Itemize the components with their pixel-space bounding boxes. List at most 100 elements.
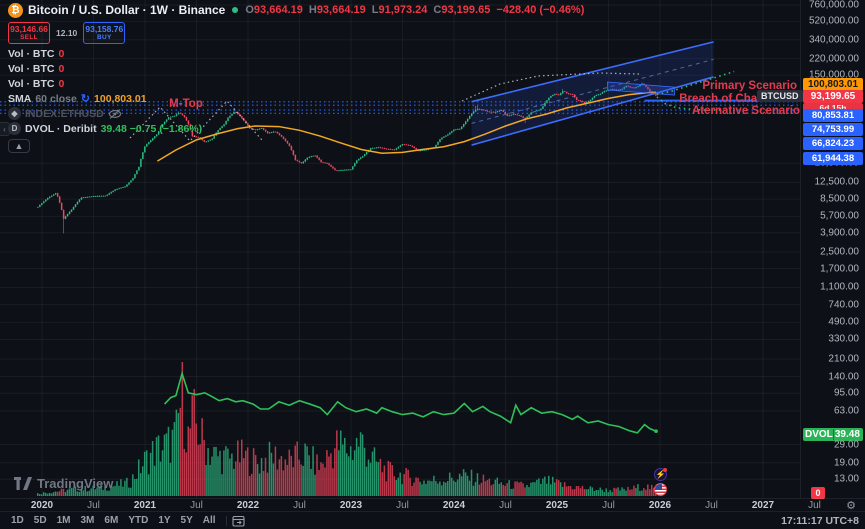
time-tick-label[interactable]: Jul <box>499 500 512 511</box>
time-axis[interactable]: ⚙ 2020 Jul 2021 Jul 2022 Jul 2023 Jul 2024 Jul 202… <box>0 498 865 512</box>
indicator-row-dvol[interactable]: D DVOL · Deribit 39.48 −0.75 (−1.86%) <box>8 121 590 136</box>
tradingview-logo-icon <box>14 477 32 490</box>
indicator-row-vol-1[interactable]: Vol · BTC 0 <box>8 47 65 60</box>
tradingview-logo[interactable]: TradingView <box>14 476 113 491</box>
indicator-row-ethusd[interactable]: ◆ INDEX:ETHUSD <box>8 106 590 121</box>
price-axis[interactable]: 100,803.01 93,199.65 6d 15h DVOL 39.48 0 … <box>800 0 865 499</box>
chart-grid <box>0 0 800 498</box>
annotation-text[interactable]: M-Top <box>169 98 203 110</box>
gear-icon[interactable]: ⚙ <box>846 500 856 512</box>
flash-event-icon[interactable]: ⚡ <box>654 468 667 481</box>
eth-icon: ◆ <box>8 107 21 120</box>
time-tick-label[interactable]: Jul <box>396 500 409 511</box>
change-value: −428.40 (−0.46%) <box>496 4 585 16</box>
price-tick-label: 1,700.00 <box>820 263 859 275</box>
price-tick-label: 95.00 <box>833 387 859 399</box>
time-tick-label[interactable]: Jul <box>705 500 718 511</box>
range-button-3m[interactable]: 3M <box>80 515 95 526</box>
price-tick-label: 5,700.00 <box>820 210 859 222</box>
range-button-1m[interactable]: 1M <box>56 515 71 526</box>
range-button-1d[interactable]: 1D <box>11 515 24 526</box>
bar-countdown-label: 6d 15h <box>803 103 863 113</box>
price-tick-label: 29.00 <box>833 439 859 451</box>
price-tick-label: 210.00 <box>828 353 859 365</box>
range-button-5y[interactable]: 5Y <box>180 515 193 526</box>
price-tick-label: 12,500.00 <box>814 176 860 188</box>
time-tick-label[interactable]: 2024 <box>442 500 466 511</box>
price-tick-label: 490.00 <box>828 316 859 328</box>
range-button-all[interactable]: All <box>202 515 216 526</box>
level-price-label: 80,853.81 <box>803 109 863 122</box>
bottom-toolbar: 1D 5D 1M 3M 6M YTD 1Y 5Y All 17:11:17 UTC+8 <box>0 511 865 529</box>
last-price-label: 93,199.65 <box>803 90 863 103</box>
time-tick-label[interactable]: 2025 <box>545 500 569 511</box>
time-tick-label[interactable]: 2020 <box>30 500 54 511</box>
volume-bars[interactable] <box>36 362 657 496</box>
price-tick-label: 140.00 <box>828 371 859 383</box>
range-button-1y[interactable]: 1Y <box>158 515 171 526</box>
price-tick-label: 2,500.00 <box>820 246 859 258</box>
range-button-5d[interactable]: 5D <box>33 515 47 526</box>
dotted-trendlines[interactable] <box>129 72 641 142</box>
clock-label[interactable]: 17:11:17 UTC+8 <box>781 514 859 527</box>
time-tick-label[interactable]: Jul <box>602 500 615 511</box>
price-tick-label: 220,000.00 <box>808 53 859 65</box>
buy-button[interactable]: 93,158.76 BUY <box>83 22 126 44</box>
indicator-row-sma[interactable]: SMA 60 close ↻ 100,803.01 <box>8 92 147 106</box>
indicator-row-vol-2[interactable]: Vol · BTC 0 <box>8 62 65 75</box>
price-tick-label: 740.00 <box>828 299 859 311</box>
time-tick-label[interactable]: 2023 <box>339 500 363 511</box>
annotation-text[interactable]: Breach of Channel <box>679 93 781 105</box>
time-tick-label[interactable]: Jul <box>190 500 203 511</box>
legend-overlay: ₿ Bitcoin / U.S. Dollar · 1W · Binance O… <box>8 2 590 153</box>
tradingview-logo-text: TradingView <box>37 476 114 491</box>
annotation-text[interactable]: Aternative Scenario <box>692 105 800 117</box>
sma-price-label: 100,803.01 <box>803 78 863 91</box>
dvol-label-value: 39.48 <box>834 429 860 440</box>
time-tick-label[interactable]: Jul <box>808 500 821 511</box>
price-tick-label: 520,000.00 <box>808 15 859 27</box>
loading-spinner-icon: ↻ <box>80 93 91 105</box>
ohlc-values: O93,664.19 H93,664.19 L91,973.24 C93,199.65… <box>245 4 585 16</box>
us-flag-event-icon[interactable] <box>654 483 667 496</box>
range-button-6m[interactable]: 6M <box>104 515 119 526</box>
volume-zero-label: 0 <box>811 487 825 499</box>
deribit-d-icon: D <box>8 122 21 135</box>
go-to-date-icon[interactable] <box>232 515 245 527</box>
eye-hidden-icon[interactable] <box>108 108 122 120</box>
spread-value: 12.10 <box>56 28 78 38</box>
time-tick-label[interactable]: Jul <box>293 500 306 511</box>
buy-sell-widget: 93,146.66 SELL 12.10 93,158.76 BUY <box>8 22 590 44</box>
price-tick-label: 1,100.00 <box>820 281 859 293</box>
dvol-price-label: DVOL 39.48 <box>803 428 863 441</box>
symbol-tag-label: BTCUSD <box>757 90 803 102</box>
scenario-projections[interactable] <box>656 70 735 111</box>
price-tick-label: 340,000.00 <box>808 34 859 46</box>
consolidation-channel[interactable] <box>607 81 675 96</box>
level-price-label: 61,944.38 <box>803 151 863 165</box>
market-status-dot <box>232 7 239 13</box>
symbol-title[interactable]: Bitcoin / U.S. Dollar · 1W · Binance <box>28 3 226 17</box>
time-tick-label[interactable]: 2026 <box>648 500 672 511</box>
trend-channel[interactable] <box>471 41 714 146</box>
time-tick-label[interactable]: 2021 <box>133 500 157 511</box>
price-tick-label: 3,900.00 <box>820 227 859 239</box>
price-tick-label: 150,000.00 <box>808 69 859 81</box>
dvol-line[interactable] <box>163 370 658 434</box>
dvol-label-name: DVOL <box>805 429 834 440</box>
indicator-row-vol-3[interactable]: Vol · BTC 0 <box>8 77 65 90</box>
annotation-text[interactable]: Primary Scenario <box>702 80 797 92</box>
price-tick-label: 63.00 <box>833 405 859 417</box>
range-button-ytd[interactable]: YTD <box>128 515 149 526</box>
collapse-indicators-button[interactable]: ▲ <box>8 139 30 153</box>
level-price-label: 74,753.99 <box>803 123 863 137</box>
sma-60-line[interactable] <box>156 91 657 162</box>
time-tick-label[interactable]: 2022 <box>236 500 260 511</box>
time-tick-label[interactable]: Jul <box>87 500 100 511</box>
time-tick-label[interactable]: 2027 <box>751 500 775 511</box>
sell-button[interactable]: 93,146.66 SELL <box>8 22 50 44</box>
bitcoin-logo-icon: ₿ <box>8 2 23 18</box>
